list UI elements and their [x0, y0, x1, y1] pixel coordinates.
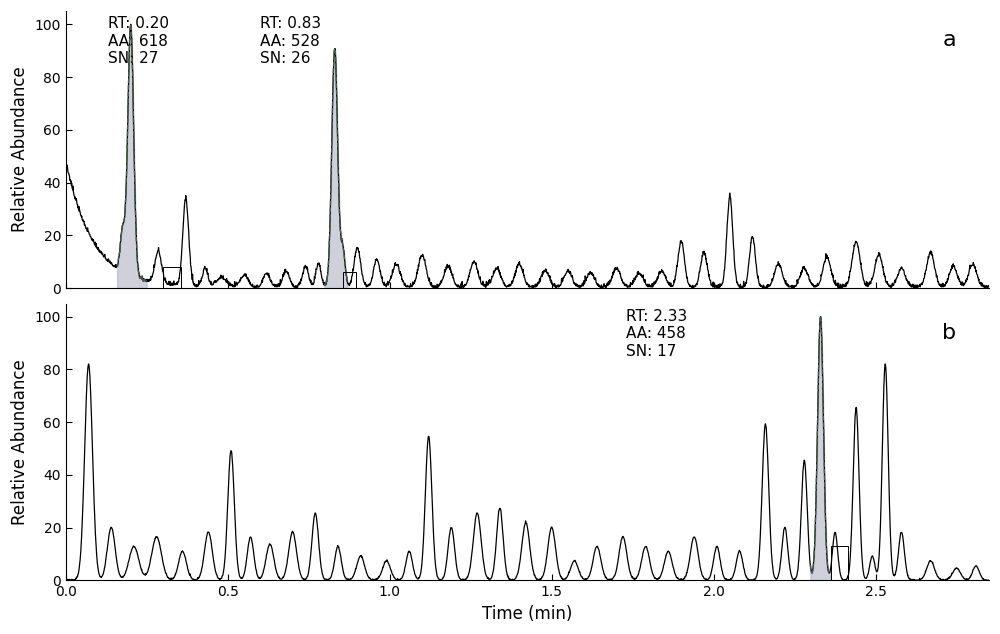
Bar	[831, 546, 848, 581]
Text: a: a	[943, 30, 957, 51]
Text: RT: 2.33
AA: 458
SN: 17: RT: 2.33 AA: 458 SN: 17	[626, 309, 687, 359]
Text: b: b	[942, 323, 957, 343]
Y-axis label: Relative Abundance: Relative Abundance	[11, 359, 29, 525]
X-axis label: Time (min): Time (min)	[482, 605, 573, 623]
Text: RT: 0.20
AA: 618
SN: 27: RT: 0.20 AA: 618 SN: 27	[108, 16, 169, 66]
Bar	[163, 267, 181, 288]
Bar	[343, 272, 356, 288]
Y-axis label: Relative Abundance: Relative Abundance	[11, 67, 29, 233]
Text: RT: 0.83
AA: 528
SN: 26: RT: 0.83 AA: 528 SN: 26	[260, 16, 321, 66]
